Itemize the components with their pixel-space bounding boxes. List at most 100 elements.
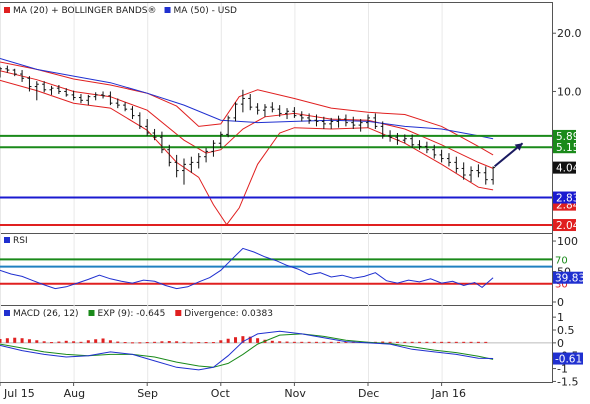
x-tick-label: Dec (358, 387, 379, 400)
projection-arrow-head (514, 143, 523, 151)
legend-swatch (88, 310, 95, 316)
divergence-bar (5, 338, 9, 343)
divergence-bar (86, 340, 90, 343)
divergence-bar (160, 341, 164, 343)
divergence-bar (50, 342, 54, 344)
divergence-bar (469, 341, 473, 343)
x-tick-label: Nov (284, 387, 306, 400)
divergence-bar (292, 341, 296, 343)
divergence-bar (329, 341, 333, 343)
rsi-value-bg (553, 271, 583, 284)
macd-legend-label: EXP (9): -0.645 (98, 309, 166, 319)
y-tick-label: 0 (557, 296, 564, 309)
divergence-bar (130, 342, 134, 344)
divergence-bar (322, 341, 326, 343)
price-level-label-bg (553, 129, 576, 142)
ma50-line (0, 58, 494, 140)
divergence-bar (285, 341, 289, 343)
divergence-bar (101, 338, 105, 343)
x-tick-label: Jan 16 (431, 387, 466, 400)
divergence-bar (153, 341, 157, 343)
divergence-bar (388, 341, 392, 343)
divergence-bar (123, 342, 127, 344)
legend-swatch (4, 7, 10, 13)
legend-swatch (164, 7, 171, 13)
x-tick-label: Jul 15 (3, 387, 35, 400)
macd-value-label: -0.61 (555, 354, 582, 366)
price-level-label-bg (553, 219, 576, 232)
divergence-bar (79, 341, 83, 343)
macd-value-bg (553, 352, 583, 365)
divergence-bar (35, 340, 39, 343)
divergence-bar (425, 341, 429, 343)
divergence-bar (64, 340, 68, 343)
divergence-bar (13, 337, 17, 343)
rsi-line (0, 247, 494, 290)
divergence-bar (256, 338, 260, 343)
divergence-bar (72, 341, 76, 343)
divergence-bar (278, 341, 282, 343)
legend-swatch (4, 237, 10, 243)
y-tick-label: 100 (557, 235, 578, 248)
legend-swatch (175, 310, 182, 316)
rsi-legend-label: RSI (13, 236, 28, 246)
divergence-bar (314, 341, 318, 343)
y-tick-label: 0 (557, 337, 564, 350)
divergence-bar (248, 336, 252, 343)
x-tick-label: Sep (137, 387, 158, 400)
divergence-bar (395, 341, 399, 343)
divergence-bar (454, 341, 458, 343)
bollinger-upper-line (0, 61, 494, 156)
y-tick-label: 10.0 (557, 85, 582, 98)
legend-label: MA (20) + BOLLINGER BANDS® (13, 6, 157, 16)
x-tick-label: Oct (211, 387, 231, 400)
divergence-bar (300, 341, 304, 343)
rsi-level-label: 30 (555, 280, 568, 291)
price-level-label: 5.15 (556, 142, 579, 154)
divergence-bar (20, 338, 24, 343)
divergence-bar (344, 341, 348, 343)
y-tick-label: -1.5 (557, 375, 578, 388)
rsi-value-label: 39.83 (555, 273, 585, 285)
divergence-bar (211, 342, 215, 344)
divergence-bar (138, 342, 142, 344)
divergence-bar (116, 341, 120, 343)
divergence-bar (241, 336, 245, 343)
legend-swatch (4, 310, 10, 316)
divergence-bar (175, 341, 179, 343)
divergence-bar (410, 341, 414, 343)
y-tick-label: -1 (557, 363, 568, 376)
divergence-bar (484, 341, 488, 343)
macd-legend-label: Divergence: 0.0383 (184, 309, 273, 319)
price-level-label-bg (553, 141, 576, 154)
legend-label: MA (50) - USD (174, 6, 238, 16)
divergence-bar (27, 339, 31, 343)
price-level-label: 5.89 (556, 131, 579, 143)
price-level-label-bg (553, 191, 576, 204)
divergence-bar (167, 341, 171, 343)
divergence-bar (403, 341, 407, 343)
divergence-bar (145, 342, 149, 344)
divergence-bar (440, 341, 444, 343)
divergence-bar (418, 341, 422, 343)
divergence-bar (476, 341, 480, 343)
price-level-label: 2.04 (556, 220, 580, 232)
macd-line (0, 330, 494, 371)
y-tick-label: 0.5 (557, 324, 575, 337)
divergence-bar (219, 340, 223, 343)
divergence-bar (57, 341, 61, 343)
y-tick-label: 20.0 (557, 27, 582, 40)
divergence-bar (182, 341, 186, 343)
divergence-bar (108, 340, 112, 343)
divergence-bar (94, 339, 98, 343)
ma20-line (0, 70, 494, 169)
divergence-bar (42, 341, 46, 343)
chart-frame (0, 2, 553, 383)
divergence-bar (189, 342, 193, 344)
divergence-bar (432, 341, 436, 343)
rsi-level-label: 70 (555, 255, 568, 266)
divergence-bar (462, 341, 466, 343)
divergence-bar (307, 341, 311, 343)
